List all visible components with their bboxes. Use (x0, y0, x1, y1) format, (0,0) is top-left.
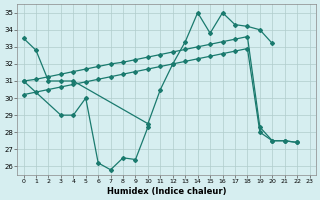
X-axis label: Humidex (Indice chaleur): Humidex (Indice chaleur) (107, 187, 226, 196)
